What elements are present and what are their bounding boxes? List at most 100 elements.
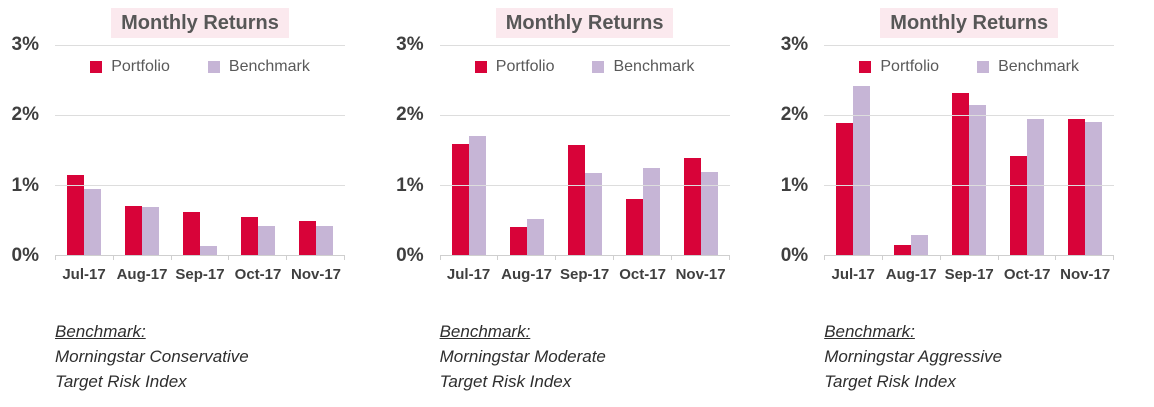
benchmark-swatch-icon bbox=[977, 61, 990, 73]
y-axis-tick-label: 0% bbox=[396, 245, 424, 266]
bar-portfolio-jul-17 bbox=[67, 174, 84, 255]
y-axis-tick-label: 0% bbox=[780, 245, 809, 266]
bar-benchmark-nov-17 bbox=[316, 226, 333, 255]
bar-portfolio-sep-17 bbox=[183, 212, 200, 255]
bar-portfolio-aug-17 bbox=[125, 206, 142, 255]
footnote-line: Target Risk Index bbox=[55, 372, 187, 391]
x-axis-ticks bbox=[439, 256, 730, 260]
legend-label-portfolio: Portfolio bbox=[111, 58, 170, 75]
bar-portfolio-jul-17 bbox=[836, 123, 854, 255]
x-axis-label: Oct-17 bbox=[619, 266, 666, 283]
bar-benchmark-nov-17 bbox=[700, 171, 718, 255]
footnote-line: Target Risk Index bbox=[824, 372, 956, 391]
benchmark-footnote: Benchmark: Morningstar Moderate Target R… bbox=[440, 319, 770, 394]
plot-area: Portfolio Benchmark bbox=[439, 45, 730, 256]
bar-group-sep-17 bbox=[556, 45, 614, 255]
x-axis-tick bbox=[497, 256, 555, 260]
bar-benchmark-jul-17 bbox=[468, 136, 486, 255]
x-axis-label: Sep-17 bbox=[559, 266, 610, 283]
x-axis-tick bbox=[1055, 256, 1115, 260]
legend-label-benchmark: Benchmark bbox=[998, 58, 1079, 75]
bar-groups bbox=[55, 45, 345, 255]
bar-groups bbox=[824, 45, 1114, 255]
x-axis-label: Sep-17 bbox=[944, 266, 994, 283]
legend-item-portfolio: Portfolio bbox=[90, 58, 170, 76]
x-axis-tick bbox=[170, 256, 229, 260]
x-axis-label: Aug-17 bbox=[116, 266, 168, 283]
gridline bbox=[824, 45, 1115, 46]
bar-portfolio-aug-17 bbox=[509, 227, 527, 255]
portfolio-swatch-icon bbox=[474, 61, 487, 73]
bar-group-oct-17 bbox=[998, 45, 1056, 255]
chart-panel-conservative: Monthly Returns 0% 1% 2% 3% Portfolio Bench… bbox=[0, 8, 385, 394]
x-axis-tick bbox=[881, 256, 940, 260]
x-axis-label: Nov-17 bbox=[1060, 266, 1111, 283]
y-axis-tick-label: 2% bbox=[780, 104, 809, 126]
chart-area: 0% 1% 2% 3% Portfolio Benchmark bbox=[385, 34, 770, 266]
benchmark-swatch-icon bbox=[592, 61, 605, 73]
bar-benchmark-jul-17 bbox=[84, 189, 101, 255]
bar-benchmark-aug-17 bbox=[142, 207, 159, 255]
x-axis-tick bbox=[286, 256, 345, 260]
x-axis-labels: Jul-17 Aug-17 Sep-17 Oct-17 Nov-17 bbox=[440, 266, 730, 283]
chart-title-row: Monthly Returns bbox=[55, 8, 345, 39]
x-axis-labels: Jul-17 Aug-17 Sep-17 Oct-17 Nov-17 bbox=[55, 266, 345, 283]
chart-title-row: Monthly Returns bbox=[440, 8, 730, 39]
chart-area: 0% 1% 2% 3% Portfolio Benchmark bbox=[0, 34, 385, 266]
legend-item-benchmark: Benchmark bbox=[592, 58, 694, 76]
x-axis-tick bbox=[824, 256, 882, 260]
legend: Portfolio Benchmark bbox=[440, 58, 730, 76]
y-axis-tick-label: 3% bbox=[396, 34, 424, 55]
footnote-line: Morningstar Aggressive bbox=[824, 347, 1003, 366]
x-axis-tick bbox=[555, 256, 613, 260]
y-axis-tick-label: 0% bbox=[11, 245, 39, 266]
x-axis-tick bbox=[55, 256, 113, 260]
y-axis-tick-label: 3% bbox=[780, 34, 809, 55]
benchmark-swatch-icon bbox=[207, 61, 220, 73]
bar-group-jul-17 bbox=[440, 45, 498, 255]
bar-group-oct-17 bbox=[229, 45, 287, 255]
bar-group-jul-17 bbox=[55, 45, 113, 255]
bar-group-oct-17 bbox=[614, 45, 672, 255]
footnote-heading: Benchmark: bbox=[55, 322, 146, 341]
bar-portfolio-nov-17 bbox=[683, 158, 701, 255]
bar-groups bbox=[440, 45, 730, 255]
legend: Portfolio Benchmark bbox=[824, 58, 1114, 76]
y-axis-tick-label: 1% bbox=[396, 174, 424, 196]
footnote-heading: Benchmark: bbox=[824, 322, 915, 341]
bar-group-nov-17 bbox=[1056, 45, 1114, 255]
x-axis-label: Aug-17 bbox=[501, 266, 553, 283]
legend-item-portfolio: Portfolio bbox=[474, 58, 554, 76]
bar-benchmark-jul-17 bbox=[853, 86, 871, 255]
bar-benchmark-nov-17 bbox=[1085, 122, 1103, 255]
x-axis-tick bbox=[228, 256, 286, 260]
x-axis-label: Jul-17 bbox=[446, 266, 491, 283]
bar-group-aug-17 bbox=[498, 45, 556, 255]
benchmark-footnote: Benchmark: Morningstar Aggressive Target… bbox=[824, 319, 1154, 394]
x-axis-tick bbox=[439, 256, 498, 260]
bar-benchmark-sep-17 bbox=[584, 173, 602, 255]
bar-benchmark-aug-17 bbox=[911, 234, 929, 255]
chart-title-row: Monthly Returns bbox=[824, 8, 1114, 39]
gridline bbox=[439, 45, 730, 46]
x-axis-tick bbox=[997, 256, 1056, 260]
legend-item-benchmark: Benchmark bbox=[977, 58, 1079, 76]
bar-portfolio-oct-17 bbox=[625, 199, 643, 255]
bar-portfolio-aug-17 bbox=[894, 245, 912, 255]
footnote-line: Morningstar Moderate bbox=[439, 347, 606, 366]
chart-area: 0% 1% 2% 3% Portfolio Benchmark bbox=[769, 34, 1154, 266]
bar-benchmark-sep-17 bbox=[969, 105, 987, 255]
legend-item-portfolio: Portfolio bbox=[859, 58, 939, 76]
bar-group-jul-17 bbox=[824, 45, 882, 255]
x-axis-label: Jul-17 bbox=[831, 266, 875, 283]
bar-group-aug-17 bbox=[882, 45, 940, 255]
x-axis-label: Aug-17 bbox=[885, 266, 937, 283]
footnote-line: Target Risk Index bbox=[439, 372, 572, 391]
x-axis-tick bbox=[112, 256, 171, 260]
y-axis-tick-label: 3% bbox=[11, 34, 39, 55]
x-axis-label: Jul-17 bbox=[62, 266, 106, 283]
gridline bbox=[439, 184, 730, 186]
x-axis-ticks bbox=[824, 256, 1115, 260]
bar-portfolio-nov-17 bbox=[1068, 119, 1086, 255]
x-axis-label: Oct-17 bbox=[234, 266, 282, 283]
